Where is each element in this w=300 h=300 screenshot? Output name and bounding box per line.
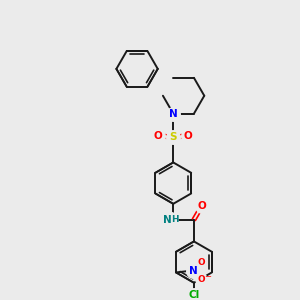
Text: S: S [169,132,177,142]
Text: O: O [154,131,163,141]
Text: N: N [189,266,198,276]
Text: O: O [197,258,205,267]
Text: O: O [198,201,206,211]
Text: N: N [163,214,171,225]
Text: H: H [171,215,179,224]
Text: Cl: Cl [188,290,200,300]
Text: −: − [204,272,211,281]
Text: O: O [197,274,205,284]
Text: N: N [169,109,178,118]
Text: O: O [184,131,193,141]
